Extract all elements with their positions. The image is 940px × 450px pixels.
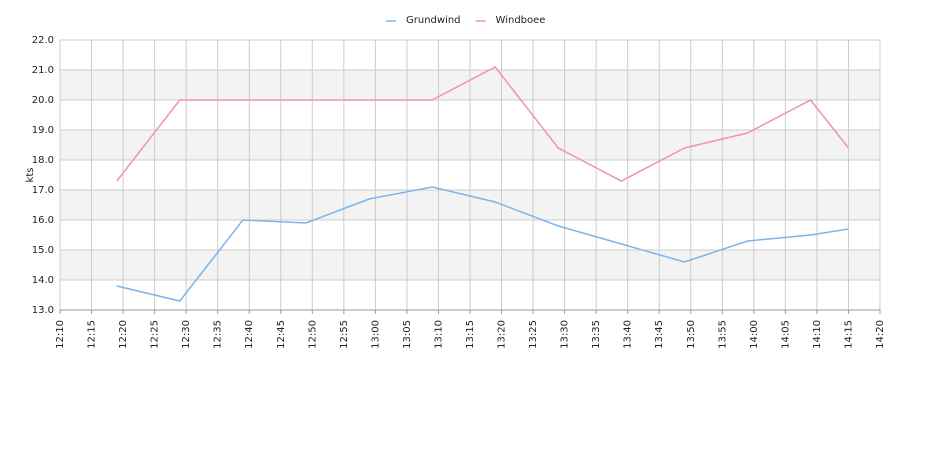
x-tick-label: 13:20 — [497, 320, 508, 349]
x-tick-label: 12:45 — [276, 320, 287, 349]
y-tick-label: 16.0 — [32, 215, 54, 226]
y-tick-label: 21.0 — [32, 65, 54, 76]
x-tick-label: 13:50 — [686, 320, 697, 349]
x-tick-label: 13:35 — [591, 320, 602, 349]
x-tick-label: 12:55 — [339, 320, 350, 349]
legend-label: Windboee — [496, 15, 546, 26]
x-tick-label: 14:05 — [780, 320, 791, 349]
y-axis-label: kts — [25, 168, 36, 183]
x-tick-label: 12:40 — [244, 320, 255, 349]
y-tick-label: 20.0 — [32, 95, 54, 106]
x-tick-label: 13:05 — [402, 320, 413, 349]
series-line — [116, 186, 849, 302]
x-tick-label: 12:10 — [55, 320, 66, 349]
x-tick-label: 12:25 — [150, 320, 161, 349]
x-tick-label: 13:30 — [560, 320, 571, 349]
x-tick-label: 13:40 — [623, 320, 634, 349]
x-tick-label: 14:15 — [843, 320, 854, 349]
y-tick-label: 19.0 — [32, 125, 54, 136]
x-tick-label: 13:55 — [717, 320, 728, 349]
x-tick-label: 12:15 — [87, 320, 98, 349]
x-tick-label: 12:20 — [118, 320, 129, 349]
x-tick-label: 13:45 — [654, 320, 665, 349]
y-tick-label: 14.0 — [32, 275, 54, 286]
y-tick-label: 15.0 — [32, 245, 54, 256]
x-tick-label: 13:25 — [528, 320, 539, 349]
x-tick-label: 13:00 — [370, 320, 381, 349]
x-tick-label: 13:10 — [433, 320, 444, 349]
series-line — [116, 66, 850, 182]
x-tick-label: 12:50 — [307, 320, 318, 349]
legend-label: Grundwind — [406, 15, 461, 26]
x-tick-label: 12:30 — [181, 320, 192, 349]
y-tick-label: 22.0 — [32, 35, 54, 46]
x-tick-label: 13:15 — [465, 320, 476, 349]
x-tick-label: 14:00 — [749, 320, 760, 349]
y-tick-label: 13.0 — [32, 305, 54, 316]
x-tick-label: 14:10 — [812, 320, 823, 349]
x-tick-label: 12:35 — [213, 320, 224, 349]
y-tick-label: 17.0 — [32, 185, 54, 196]
x-tick-label: 14:20 — [875, 320, 886, 349]
y-tick-label: 18.0 — [32, 155, 54, 166]
